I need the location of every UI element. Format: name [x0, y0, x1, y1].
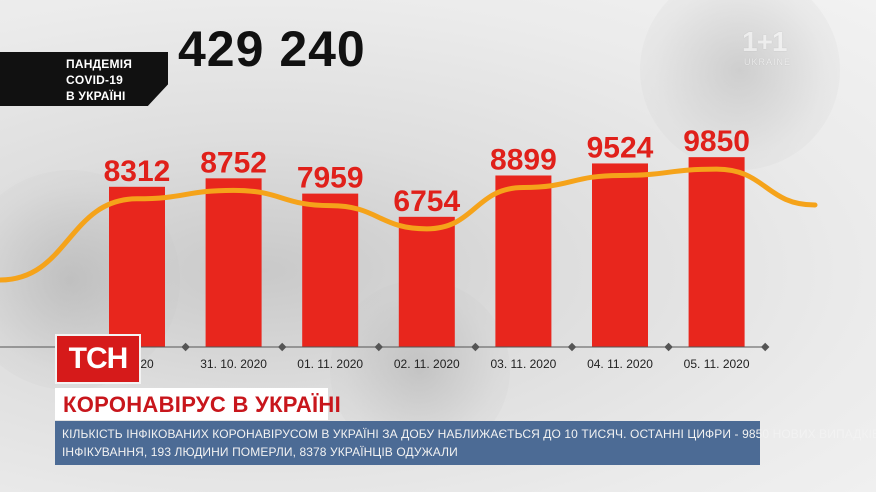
headline-banner: КОРОНАВІРУС В УКРАЇНІ — [55, 388, 341, 420]
channel-logo: 1+1 UKRAINE — [742, 26, 822, 76]
headline-text: КОРОНАВІРУС В УКРАЇНІ — [63, 392, 341, 417]
value-label: 8312 — [104, 155, 171, 188]
date-label: 01. 11. 2020 — [297, 357, 363, 371]
bar — [109, 186, 165, 347]
bar — [495, 175, 552, 347]
total-cases: 429 240 — [178, 21, 366, 77]
tsn-logo-text: ТСН — [68, 342, 129, 375]
bar — [688, 157, 745, 347]
ticker-line: ІНФІКУВАННЯ, 193 ЛЮДИНИ ПОМЕРЛИ, 8378 УК… — [62, 445, 458, 459]
date-label: 02. 11. 2020 — [394, 357, 460, 371]
value-label: 9850 — [683, 125, 750, 158]
pandemic-tag-line: В УКРАЇНІ — [66, 89, 126, 103]
bar — [398, 216, 455, 347]
channel-logo-main: 1+1 — [742, 26, 787, 57]
value-label: 8899 — [490, 143, 557, 176]
background-virus — [640, 0, 840, 170]
bar — [592, 163, 648, 347]
pandemic-tag-line: COVID-19 — [66, 73, 123, 87]
ticker-line: КІЛЬКІСТЬ ІНФІКОВАНИХ КОРОНАВІРУСОМ В УК… — [62, 427, 876, 441]
date-label: 05. 11. 2020 — [684, 357, 750, 371]
axis-tick — [567, 342, 577, 352]
value-label: 7959 — [297, 162, 364, 195]
pandemic-tag-line: ПАНДЕМІЯ — [66, 57, 133, 71]
news-ticker: КІЛЬКІСТЬ ІНФІКОВАНИХ КОРОНАВІРУСОМ В УК… — [55, 421, 876, 465]
axis-tick — [181, 342, 190, 352]
axis-tick — [277, 342, 287, 352]
axis-tick — [471, 342, 480, 352]
axis-tick — [664, 342, 673, 352]
bar — [302, 193, 359, 347]
value-label: 9524 — [587, 131, 654, 164]
trend-line — [0, 166, 818, 283]
value-label: 8752 — [200, 146, 267, 179]
axis-tick — [760, 342, 770, 352]
pandemic-tag: ПАНДЕМІЯ COVID-19 В УКРАЇНІ — [0, 52, 168, 106]
axis-tick — [374, 342, 384, 352]
date-label: 31. 10. 2020 — [200, 357, 267, 371]
channel-logo-sub: UKRAINE — [744, 57, 792, 67]
value-label: 6754 — [393, 185, 460, 218]
tsn-logo: ТСН — [55, 334, 141, 384]
bar — [205, 178, 262, 347]
date-label: 04. 11. 2020 — [587, 357, 653, 371]
date-label: 03. 11. 2020 — [490, 357, 556, 371]
